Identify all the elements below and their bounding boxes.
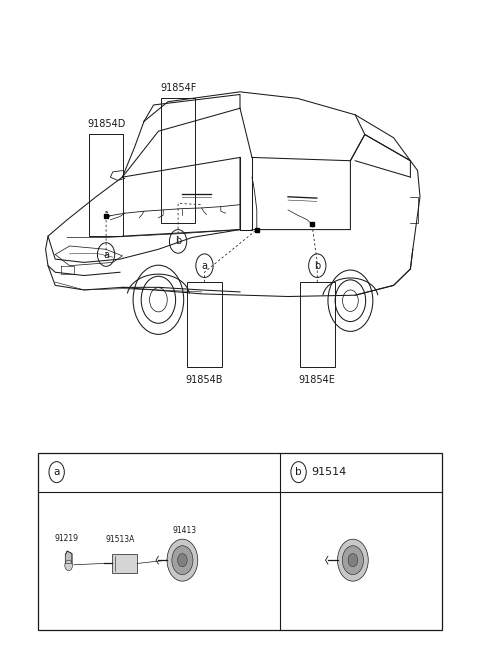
Text: 91854F: 91854F [160, 83, 196, 93]
Text: b: b [314, 260, 321, 271]
Bar [89, 134, 123, 236]
Polygon shape [65, 551, 72, 564]
Text: 91513A: 91513A [105, 535, 135, 544]
Circle shape [342, 546, 363, 575]
Text: 91219: 91219 [54, 534, 78, 543]
Circle shape [167, 539, 198, 581]
Bar [161, 98, 195, 223]
Circle shape [172, 546, 193, 575]
Circle shape [65, 560, 72, 571]
Circle shape [348, 554, 358, 567]
Bar [300, 282, 335, 367]
Text: 91854E: 91854E [299, 375, 336, 385]
Text: a: a [53, 467, 60, 477]
Text: 91854D: 91854D [87, 119, 125, 129]
Text: 91514: 91514 [312, 467, 347, 477]
Text: b: b [175, 236, 181, 247]
Text: a: a [202, 260, 207, 271]
Bar [112, 554, 137, 573]
Bar [38, 453, 442, 630]
Text: 91854B: 91854B [186, 375, 223, 385]
Circle shape [337, 539, 368, 581]
Text: b: b [295, 467, 302, 477]
Text: a: a [103, 249, 109, 260]
Text: 91413: 91413 [172, 526, 196, 535]
Bar [187, 282, 222, 367]
Circle shape [178, 554, 187, 567]
